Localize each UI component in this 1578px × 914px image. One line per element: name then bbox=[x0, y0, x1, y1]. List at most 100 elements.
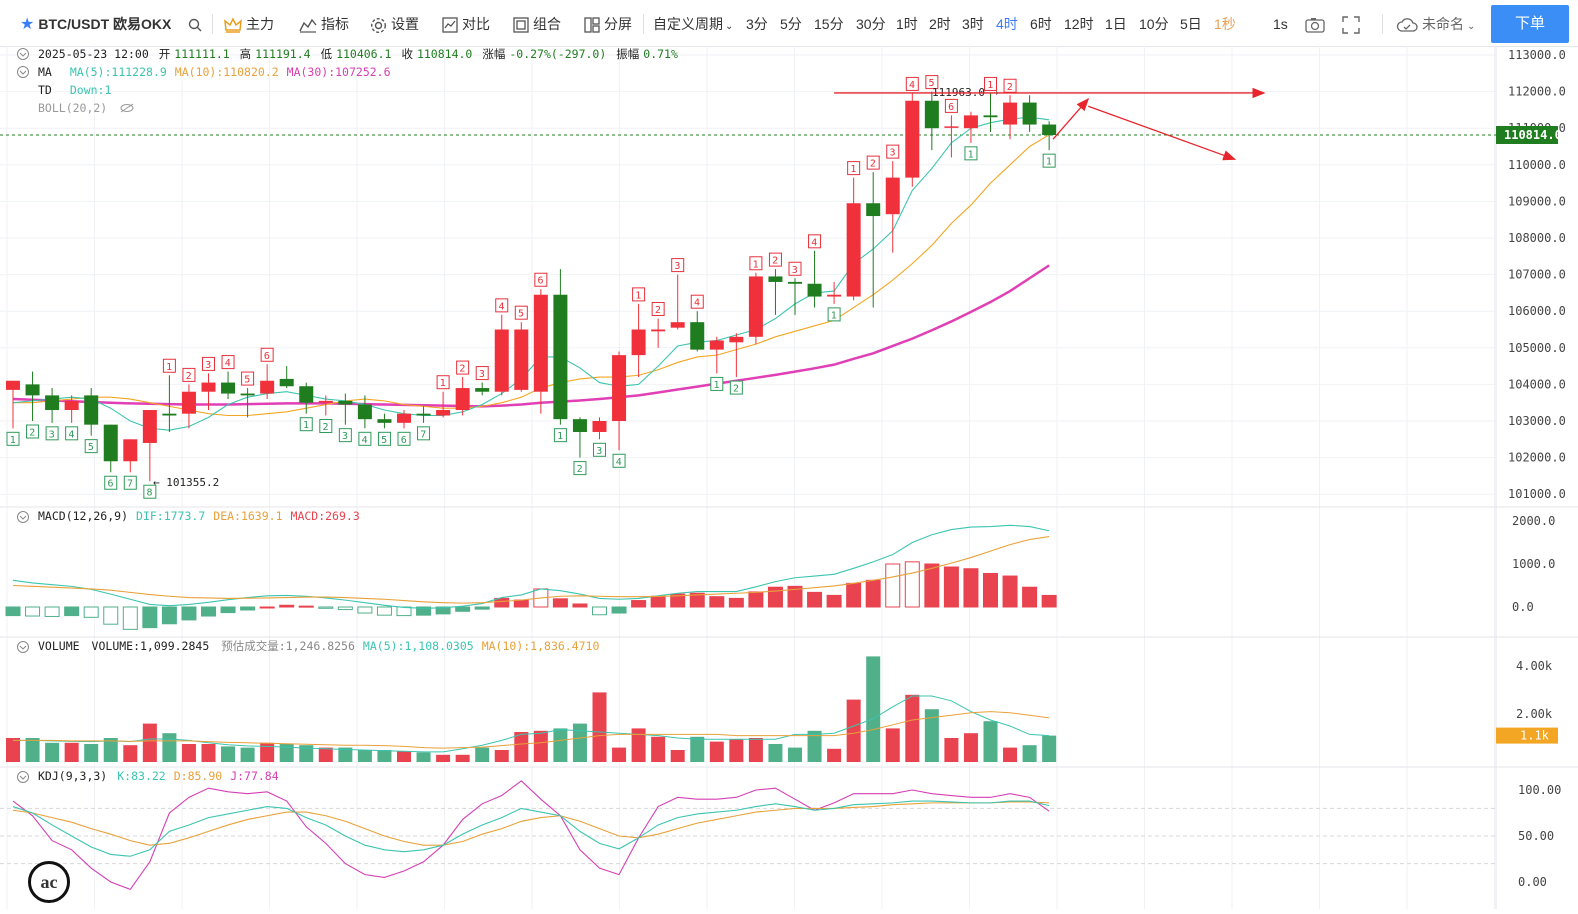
volume-bar bbox=[318, 747, 333, 762]
price-tick-label: 101000.0 bbox=[1508, 487, 1566, 501]
candle-body bbox=[885, 177, 900, 215]
volume-bar bbox=[279, 744, 294, 762]
combo-button[interactable]: 组合 bbox=[513, 0, 561, 46]
period-tab-5[interactable]: 2时 bbox=[929, 16, 951, 32]
period-tab-1[interactable]: 5分 bbox=[780, 16, 802, 32]
candle-body bbox=[983, 115, 998, 118]
volume-bar bbox=[768, 744, 783, 762]
screenshot-button[interactable] bbox=[1305, 0, 1325, 46]
place-order-button[interactable]: 下单 bbox=[1491, 5, 1569, 43]
candle-body bbox=[64, 400, 79, 411]
period-tab-0[interactable]: 3分 bbox=[746, 16, 768, 32]
td-marker-number: 1 bbox=[635, 290, 641, 301]
macd-bar bbox=[807, 591, 823, 608]
interval-toggle[interactable]: 1s bbox=[1273, 0, 1288, 46]
period-tab-2[interactable]: 15分 bbox=[814, 16, 844, 32]
td-marker-box bbox=[886, 144, 900, 159]
chart-area[interactable]: 113000.0112000.0111000.0110000.0109000.0… bbox=[0, 46, 1578, 909]
macd-legend-item: MACD:269.3 bbox=[291, 509, 360, 523]
volume-bar bbox=[25, 738, 40, 762]
period-tab-10[interactable]: 1日 bbox=[1105, 16, 1127, 32]
volume-bar bbox=[45, 742, 60, 762]
candle-body bbox=[299, 386, 314, 403]
macd-bar bbox=[376, 606, 392, 616]
macd-bar bbox=[650, 595, 666, 608]
td-marker-number: 4 bbox=[811, 237, 817, 248]
period-tab-8[interactable]: 6时 bbox=[1030, 16, 1052, 32]
symbol-selector[interactable]: ★ BTC/USDT 欧易OKX bbox=[20, 0, 171, 46]
td-marker-number: 3 bbox=[479, 369, 485, 380]
volume-bar bbox=[651, 736, 666, 762]
td-marker-number: 6 bbox=[264, 351, 270, 362]
macd-bar bbox=[924, 563, 940, 608]
period-tab-9[interactable]: 12时 bbox=[1064, 16, 1094, 32]
volume-bar bbox=[983, 721, 998, 762]
split-screen-icon bbox=[584, 17, 600, 33]
volume-bar bbox=[357, 750, 372, 762]
td-marker-number: 4 bbox=[68, 429, 74, 440]
macd-bar bbox=[318, 606, 334, 609]
candle-body bbox=[709, 340, 724, 350]
period-tab-3[interactable]: 30分 bbox=[856, 16, 886, 32]
candle-body bbox=[553, 294, 568, 420]
user-drawings bbox=[834, 87, 1266, 161]
td-marker-box bbox=[729, 380, 743, 395]
period-tab-12[interactable]: 5日 bbox=[1180, 16, 1202, 32]
candle-body bbox=[768, 276, 783, 282]
td-marker-number: 6 bbox=[538, 276, 544, 287]
td-marker-box bbox=[397, 431, 411, 446]
volume-bar bbox=[944, 738, 959, 762]
volume-bar bbox=[84, 744, 99, 762]
macd-bar bbox=[572, 603, 588, 608]
kdj-pane bbox=[0, 780, 1496, 891]
candle-body bbox=[514, 329, 529, 390]
split-screen-button[interactable]: 分屏 bbox=[584, 0, 632, 46]
macd-pane bbox=[5, 524, 1057, 630]
kline-chart[interactable]: 113000.0112000.0111000.0110000.0109000.0… bbox=[0, 46, 1578, 909]
custom-period-dropdown[interactable]: 自定义周期 ⌄ bbox=[653, 0, 733, 46]
period-tab-13[interactable]: 1秒 bbox=[1214, 16, 1236, 32]
td-legend-item: Down:1 bbox=[70, 83, 112, 97]
macd-bar bbox=[787, 585, 803, 608]
price-tick-label: 105000.0 bbox=[1508, 341, 1566, 355]
compare-button[interactable]: 对比 bbox=[442, 0, 490, 46]
volume-bar bbox=[162, 733, 177, 762]
candle-body bbox=[944, 126, 959, 128]
eye-slash-icon bbox=[120, 103, 134, 113]
volume-bar bbox=[709, 741, 724, 762]
settings-button[interactable]: 设置 bbox=[370, 0, 419, 46]
td-marker-box bbox=[1003, 78, 1017, 93]
macd-bar bbox=[122, 606, 138, 630]
td-marker-number: 3 bbox=[889, 148, 895, 159]
candle-body bbox=[572, 419, 587, 432]
td-marker-box bbox=[671, 258, 685, 273]
chevron-down-icon bbox=[19, 52, 27, 57]
volume-bar bbox=[6, 738, 20, 762]
td-marker-box bbox=[358, 431, 372, 446]
star-icon[interactable]: ★ bbox=[20, 16, 35, 34]
layout-name-dropdown[interactable]: 未命名 ⌄ bbox=[1396, 0, 1475, 46]
period-tab-7[interactable]: 4时 bbox=[996, 16, 1018, 32]
td-marker-box bbox=[514, 305, 528, 320]
kdj-tick-label: 0.00 bbox=[1518, 875, 1547, 889]
camera-icon bbox=[1305, 18, 1325, 33]
macd-bar bbox=[5, 606, 21, 617]
td-marker-number: 8 bbox=[147, 488, 153, 499]
macd-tick-label: 1000.0 bbox=[1512, 557, 1555, 571]
search-button[interactable] bbox=[188, 0, 206, 46]
gear-icon bbox=[370, 17, 387, 33]
main-force-button[interactable]: 主力 bbox=[224, 0, 274, 46]
candle-body bbox=[827, 294, 842, 297]
period-tab-11[interactable]: 10分 bbox=[1139, 16, 1169, 32]
indicators-button[interactable]: 指标 bbox=[299, 0, 349, 46]
last-price-tag-label: 110814.0 bbox=[1504, 128, 1562, 142]
drawing-line-down-arrow bbox=[1088, 105, 1237, 161]
volume-bar bbox=[807, 730, 822, 762]
td-marker-box bbox=[162, 358, 176, 373]
td-marker-box bbox=[319, 419, 333, 434]
price-tick-label: 102000.0 bbox=[1508, 451, 1566, 465]
period-tab-4[interactable]: 1时 bbox=[896, 16, 918, 32]
macd-bar bbox=[44, 606, 60, 617]
period-tab-6[interactable]: 3时 bbox=[962, 16, 984, 32]
fullscreen-button[interactable] bbox=[1342, 0, 1360, 46]
